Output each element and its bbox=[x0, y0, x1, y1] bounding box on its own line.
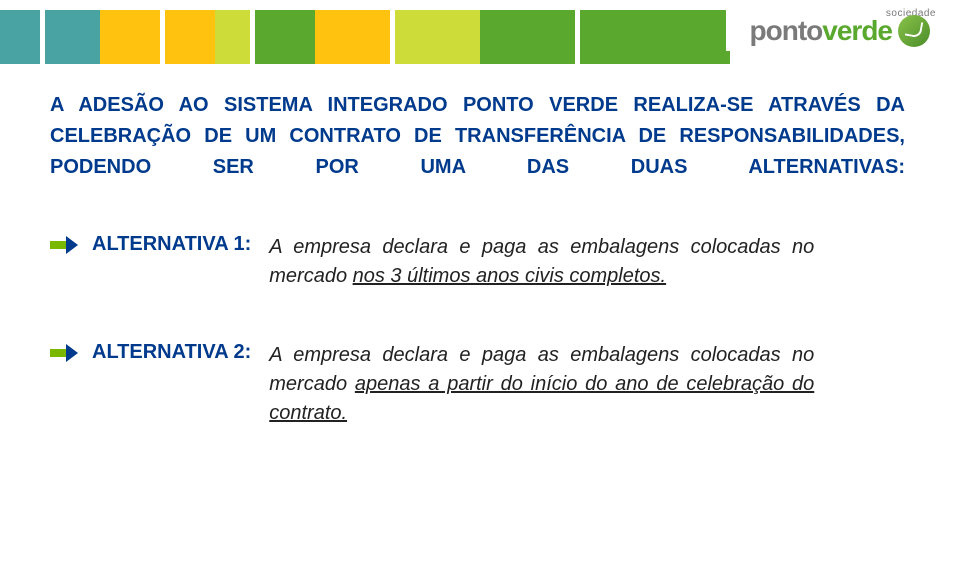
alternative-1-text: A empresa declara e paga as embalagens c… bbox=[269, 233, 814, 291]
logo-verde-text: verde bbox=[822, 15, 892, 47]
color-stripe bbox=[0, 10, 40, 64]
logo-ponto-text: ponto bbox=[750, 15, 823, 47]
logo-pontoverde: pontoverde bbox=[750, 15, 936, 47]
alternative-1-block: ALTERNATIVA 1: A empresa declara e paga … bbox=[50, 233, 910, 291]
color-stripe bbox=[480, 10, 575, 64]
alternative-1-label: ALTERNATIVA 1: bbox=[92, 233, 251, 256]
color-stripe bbox=[395, 10, 480, 64]
arrow-icon bbox=[50, 344, 78, 362]
alternative-2-block: ALTERNATIVA 2: A empresa declara e paga … bbox=[50, 341, 910, 428]
color-stripe bbox=[45, 10, 100, 64]
color-stripe bbox=[100, 10, 160, 64]
color-stripe bbox=[165, 10, 215, 64]
arrow-icon bbox=[50, 236, 78, 254]
alt1-underlined: nos 3 últimos anos civis completos. bbox=[353, 265, 666, 287]
color-stripe bbox=[215, 10, 250, 64]
logo-circle-icon bbox=[898, 15, 930, 47]
alternative-2-label: ALTERNATIVA 2: bbox=[92, 341, 251, 364]
slide-heading: A ADESÃO AO SISTEMA INTEGRADO PONTO VERD… bbox=[50, 90, 905, 183]
color-stripe bbox=[315, 10, 390, 64]
slide-content: A ADESÃO AO SISTEMA INTEGRADO PONTO VERD… bbox=[50, 90, 910, 428]
logo: sociedade pontoverde bbox=[726, 4, 944, 51]
color-stripe bbox=[580, 10, 730, 64]
color-stripe bbox=[255, 10, 315, 64]
alternative-2-text: A empresa declara e paga as embalagens c… bbox=[269, 341, 814, 428]
